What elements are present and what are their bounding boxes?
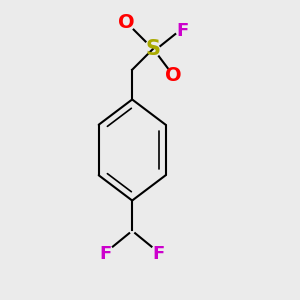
Text: O: O	[118, 13, 134, 32]
Text: F: F	[153, 245, 165, 263]
Text: F: F	[99, 245, 112, 263]
Text: S: S	[146, 39, 160, 59]
Text: O: O	[166, 66, 182, 85]
Text: F: F	[177, 22, 189, 40]
